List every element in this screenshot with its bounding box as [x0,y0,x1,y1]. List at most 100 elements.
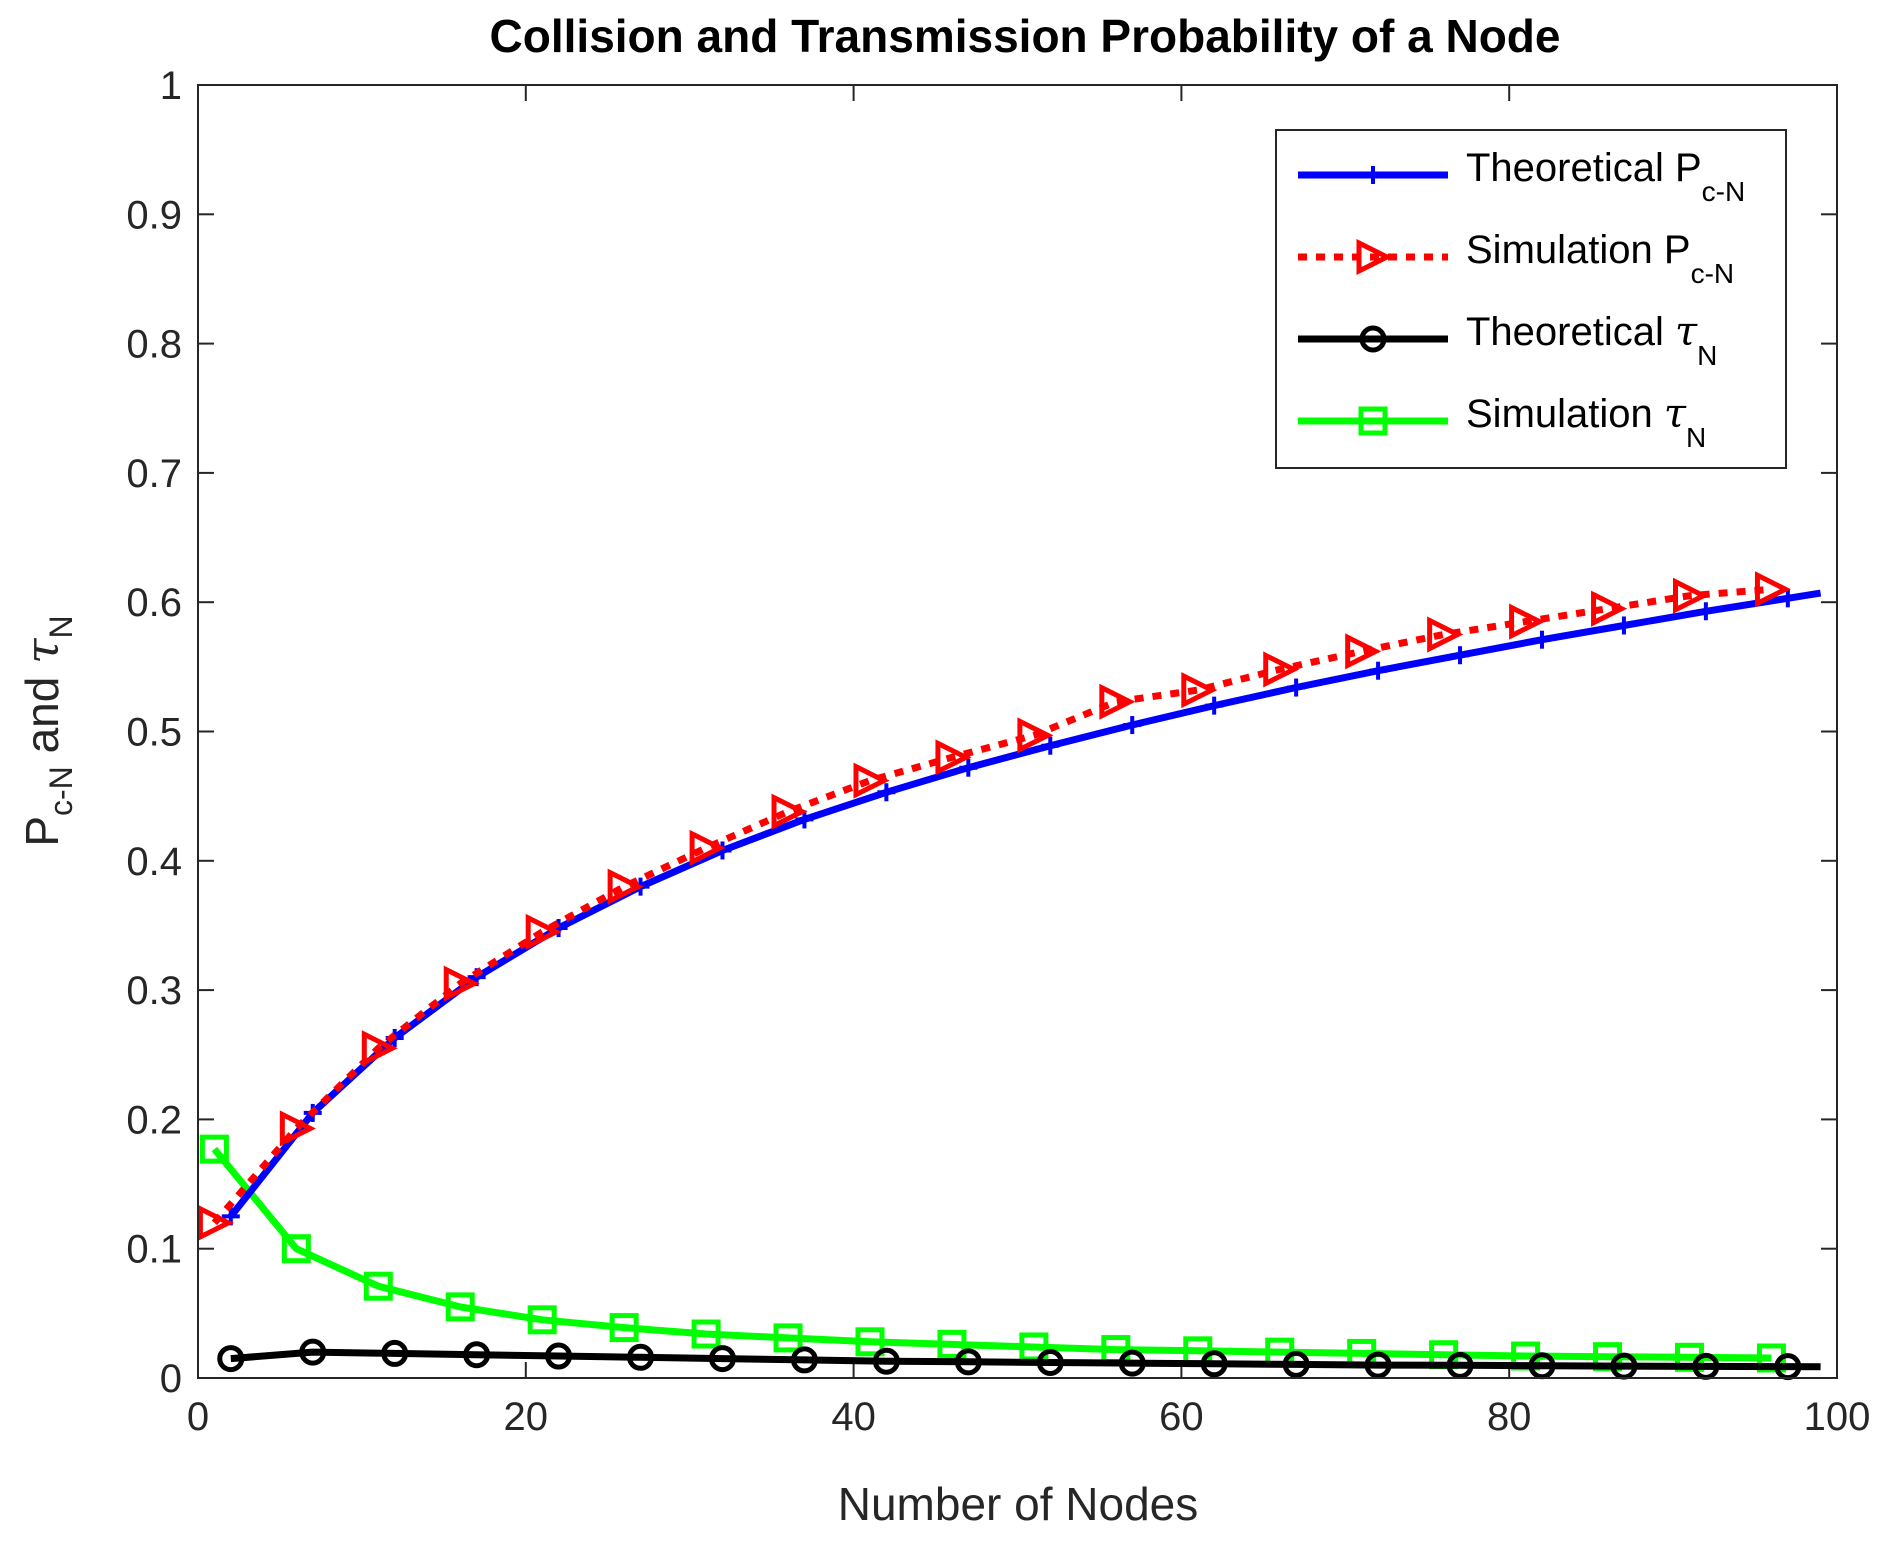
x-tick-label: 40 [831,1395,876,1439]
data-point [1282,1350,1310,1378]
data-point [1041,736,1060,755]
data-point [872,1347,900,1375]
y-tick-label: 0.5 [126,711,182,755]
data-point [1672,577,1710,614]
data-point [708,1345,736,1373]
chart-title: Collision and Transmission Probability o… [490,10,1561,62]
y-axis-label-main: P [16,816,68,847]
x-tick-labels: 0 20 40 60 80 100 [187,1395,1871,1439]
data-point [937,1329,967,1359]
y-tick-label: 0.2 [126,1098,182,1142]
legend: Theoretical Pc-N Simulation Pc-N Theoretic… [1275,129,1787,469]
data-point [853,762,890,799]
series-3 [199,1134,1786,1373]
data-point [1614,616,1633,635]
data-point [1778,589,1797,608]
data-point [281,1234,311,1264]
data-point [959,758,978,777]
y-axis-label-sub: c-N [43,766,79,816]
y-tick-label: 1 [160,64,182,108]
data-point [790,1346,818,1374]
x-axis-label: Number of Nodes [838,1478,1199,1530]
data-point [1205,696,1224,715]
data-point [381,1339,409,1367]
legend-items: Theoretical Pc-N Simulation Pc-N Theoretic… [1298,146,1745,453]
data-point [773,1323,803,1353]
data-point [363,1271,393,1301]
x-tick-label: 100 [1804,1395,1871,1439]
y-axis-label-sub2: N [43,615,79,638]
y-tick-label: 0.7 [126,452,182,496]
data-point [1036,1348,1064,1376]
plot-area [197,571,1822,1381]
data-point [691,1319,721,1349]
data-point [361,1030,398,1067]
data-point [855,1327,885,1357]
data-point [795,810,814,829]
legend-label: Simulation τN [1466,391,1706,453]
x-tick-label: 80 [1487,1395,1532,1439]
y-tick-label: 0.8 [126,323,182,367]
data-point [1287,678,1306,697]
data-point [1099,683,1136,720]
data-point [1509,603,1546,640]
data-point [771,793,808,830]
data-point [1369,661,1388,680]
data-point [1345,633,1382,670]
data-point [525,913,562,950]
data-point [1118,1349,1146,1377]
data-point [463,1341,491,1369]
data-point [199,1134,229,1164]
x-tick-label: 60 [1159,1395,1204,1439]
x-tick-label: 20 [504,1395,549,1439]
data-point [1532,630,1551,649]
legend-label: Theoretical Pc-N [1466,146,1745,207]
x-tick-label: 0 [187,1395,209,1439]
series-line [230,1348,1821,1371]
data-point [609,1313,639,1343]
y-tick-label: 0.9 [126,193,182,237]
legend-label: Theoretical τN [1466,309,1717,371]
legend-marker [1364,166,1382,184]
data-point [279,1110,316,1147]
y-tick-label: 0.4 [126,840,182,884]
axes-frame [197,84,1838,1379]
data-point [1364,1351,1392,1379]
data-point [627,1343,655,1371]
data-point [1754,571,1792,608]
series-1 [197,571,1792,1241]
legend-item: Theoretical Pc-N [1298,146,1745,207]
data-point [1181,672,1218,709]
data-point [1696,602,1715,621]
data-point [1200,1350,1228,1378]
data-point [445,1292,475,1322]
y-axis-label-tau: τ [15,637,69,664]
y-tick-label: 0.6 [126,581,182,625]
data-point [935,739,972,776]
legend-item: Simulation Pc-N [1298,228,1734,289]
data-point [1123,716,1142,735]
legend-marker [1358,406,1388,436]
data-point [527,1305,557,1335]
y-axis-label-mid: and [16,664,68,766]
data-point [1528,1352,1556,1380]
data-point [954,1348,982,1376]
y-tick-label: 0 [160,1357,182,1401]
legend-marker [1356,238,1393,276]
y-tick-label: 0.3 [126,969,182,1013]
y-tick-labels: 0 0.1 0.2 0.3 0.4 0.5 0.6 0.7 0.8 0.9 1 [126,64,182,1401]
data-point [1427,616,1464,653]
data-point [689,829,726,866]
data-point [545,1342,573,1370]
data-point [1017,717,1054,754]
legend-item: Simulation τN [1298,391,1706,453]
legend-label: Simulation Pc-N [1466,228,1734,289]
data-point [1446,1351,1474,1379]
data-point [607,868,644,905]
data-point [299,1338,327,1366]
data-point [1263,651,1300,688]
legend-marker [1359,325,1387,353]
data-point [1591,590,1628,627]
series-2 [217,1338,1821,1381]
